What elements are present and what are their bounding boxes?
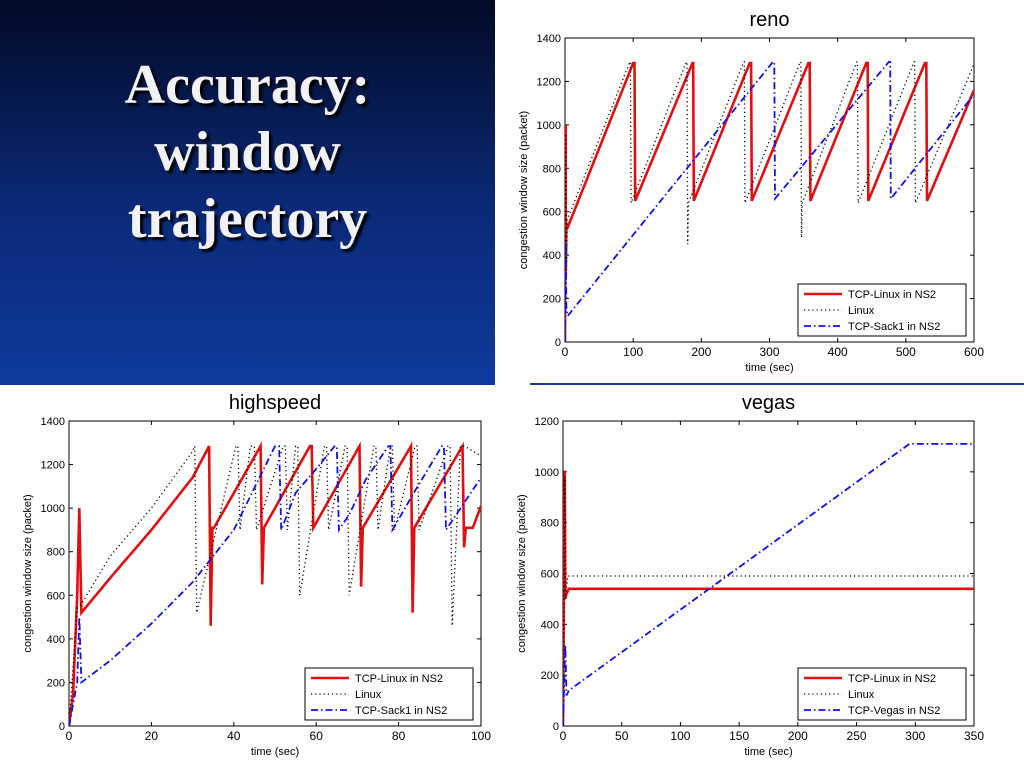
x-tick-label: 500 — [896, 345, 916, 359]
series-group — [565, 61, 974, 342]
legend-label-1: TCP-Linux in NS2 — [848, 673, 936, 685]
chart-title: vegas — [742, 392, 795, 414]
y-tick-label: 200 — [543, 294, 561, 306]
y-axis-label: congestion window size (packet) — [22, 494, 34, 652]
series-line-1 — [69, 441, 481, 726]
slide-title-line-1: Accuracy: — [124, 54, 371, 116]
chart-title: highspeed — [229, 392, 321, 414]
x-tick-label: 0 — [562, 345, 569, 359]
x-tick-label: 40 — [227, 729, 241, 743]
x-tick-label: 600 — [964, 345, 984, 359]
chart-title: reno — [749, 9, 789, 31]
x-tick-label: 0 — [66, 729, 73, 743]
y-tick-label: 800 — [543, 163, 561, 175]
legend: TCP-Linux in NS2 Linux TCP-Sack1 in NS2 — [304, 667, 474, 721]
x-tick-label: 300 — [759, 345, 779, 359]
y-tick-label: 1200 — [41, 460, 65, 472]
legend-label-3: TCP-Sack1 in NS2 — [355, 705, 447, 717]
x-axis-label: time (sec) — [745, 362, 793, 374]
y-tick-label: 800 — [541, 518, 559, 530]
title-panel: Accuracy: window trajectory — [0, 0, 495, 385]
x-tick-label: 250 — [847, 729, 867, 743]
legend-box — [797, 667, 967, 721]
y-tick-label: 1400 — [41, 416, 65, 428]
x-tick-label: 80 — [392, 729, 406, 743]
slide-title-line-2: window — [154, 121, 341, 184]
y-tick-label: 800 — [47, 547, 65, 559]
legend-label-1: TCP-Linux in NS2 — [848, 289, 936, 301]
x-tick-label: 100 — [670, 729, 690, 743]
legend: TCP-Linux in NS2 Linux TCP-Sack1 in NS2 — [797, 283, 967, 337]
x-tick-label: 150 — [729, 729, 749, 743]
x-tick-label: 200 — [691, 345, 711, 359]
y-tick-label: 1200 — [537, 76, 561, 88]
series-line-2 — [565, 61, 974, 342]
x-tick-label: 350 — [964, 729, 984, 743]
series-line-3 — [69, 445, 481, 726]
x-tick-label: 60 — [310, 729, 324, 743]
y-tick-label: 400 — [543, 250, 561, 262]
x-tick-label: 0 — [560, 729, 567, 743]
y-tick-label: 600 — [543, 207, 561, 219]
x-tick-label: 20 — [145, 729, 159, 743]
y-tick-label: 400 — [47, 634, 65, 646]
y-tick-label: 200 — [541, 670, 559, 682]
y-tick-label: 200 — [47, 677, 65, 689]
x-tick-label: 100 — [623, 345, 643, 359]
panel-divider — [530, 383, 1024, 385]
slide-title-line-3: trajectory — [127, 188, 368, 251]
y-tick-label: 1400 — [537, 33, 561, 45]
series-group — [69, 441, 481, 726]
y-tick-label: 400 — [541, 619, 559, 631]
y-tick-label: 1000 — [41, 503, 65, 515]
x-tick-label: 100 — [471, 729, 491, 743]
y-tick-label: 1000 — [535, 467, 559, 479]
series-group — [563, 442, 974, 726]
legend-label-2: Linux — [848, 305, 875, 317]
series-line-3 — [563, 442, 974, 726]
x-tick-label: 50 — [615, 729, 629, 743]
y-tick-label: 0 — [555, 337, 561, 349]
y-tick-label: 0 — [59, 721, 65, 733]
x-tick-label: 400 — [828, 345, 848, 359]
legend: TCP-Linux in NS2 Linux TCP-Vegas in NS2 — [797, 667, 967, 721]
series-line-2 — [563, 476, 974, 726]
series-line-1 — [563, 470, 974, 726]
slide-title: Accuracy: window trajectory — [0, 52, 495, 254]
legend-label-3: TCP-Vegas in NS2 — [848, 705, 940, 717]
x-tick-label: 200 — [788, 729, 808, 743]
x-axis-label: time (sec) — [251, 746, 299, 758]
y-tick-label: 600 — [47, 590, 65, 602]
y-tick-label: 0 — [553, 721, 559, 733]
y-tick-label: 1000 — [537, 120, 561, 132]
legend-label-3: TCP-Sack1 in NS2 — [848, 321, 940, 333]
y-tick-label: 1200 — [535, 416, 559, 428]
legend-label-2: Linux — [848, 689, 875, 701]
legend-label-2: Linux — [355, 689, 382, 701]
legend-label-1: TCP-Linux in NS2 — [355, 673, 443, 685]
x-axis-label: time (sec) — [744, 746, 792, 758]
x-tick-label: 300 — [905, 729, 925, 743]
y-axis-label: congestion window size (packet) — [516, 494, 528, 652]
y-axis-label: congestion window size (packet) — [518, 111, 530, 269]
y-tick-label: 600 — [541, 569, 559, 581]
